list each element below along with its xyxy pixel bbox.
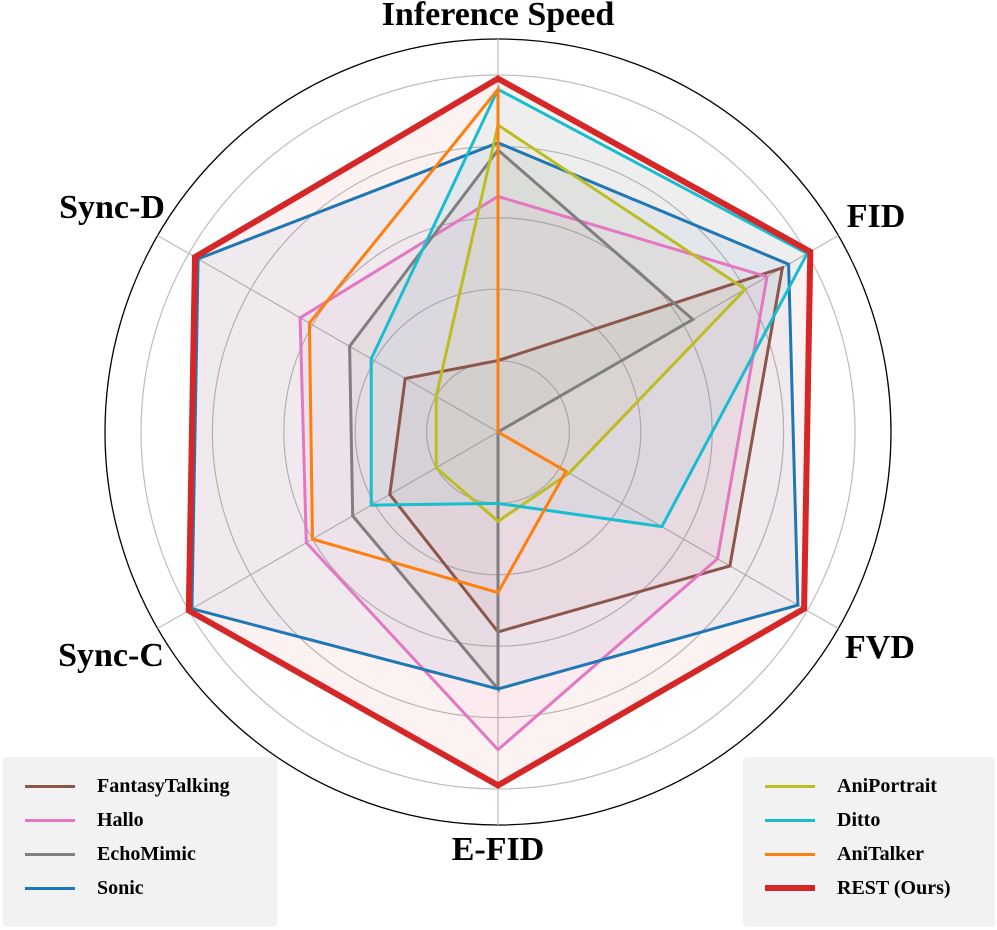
legend-swatch-echomimic	[25, 852, 75, 856]
series-line-hallo	[298, 194, 769, 752]
series-line-ditto	[369, 87, 810, 529]
series-line-sonic	[190, 141, 800, 691]
axis-label-fid: FID	[847, 198, 906, 235]
axis-label-inference-speed: Inference Speed	[382, 0, 615, 33]
legend-label-rest-ours: REST (Ours)	[837, 876, 951, 899]
series-fill-hallo	[300, 196, 767, 750]
series-line-aniportrait	[434, 122, 748, 524]
legend-label-echomimic: EchoMimic	[97, 842, 196, 865]
legend-item-rest-ours: REST (Ours)	[765, 871, 977, 905]
legend-label-aniportrait: AniPortrait	[837, 774, 937, 797]
axis-label-sync-c: Sync-C	[58, 637, 164, 674]
axis-label-fvd: FVD	[845, 629, 915, 666]
legend-swatch-rest-ours	[765, 885, 815, 891]
legend-item-sonic: Sonic	[25, 871, 259, 905]
legend-label-sonic: Sonic	[97, 876, 144, 899]
radar-series	[185, 75, 814, 789]
axis-label-sync-d: Sync-D	[59, 189, 165, 226]
legend-swatch-anitalker	[765, 852, 815, 856]
legend-label-hallo: Hallo	[97, 808, 144, 831]
series-fill-fantasytalking	[389, 267, 783, 632]
legend-label-fantasytalking: FantasyTalking	[97, 774, 230, 797]
legend-item-anitalker: AniTalker	[765, 837, 977, 871]
legend-item-hallo: Hallo	[25, 803, 259, 837]
legend-item-ditto: Ditto	[765, 803, 977, 837]
legend-swatch-hallo	[25, 818, 75, 822]
axis-spoke-sync-d	[157, 234, 499, 433]
legend-swatch-sonic	[25, 886, 75, 890]
series-line-anitalker	[307, 85, 569, 595]
axis-label-e-fid: E-FID	[452, 831, 545, 868]
legend-label-anitalker: AniTalker	[837, 842, 925, 865]
legend-swatch-ditto	[765, 818, 815, 822]
legend-left: FantasyTalking Hallo EchoMimic Sonic	[3, 757, 277, 927]
radar-axis-labels: Inference Speed FID FVD E-FID Sync-C Sync-D	[58, 0, 915, 868]
legend-item-echomimic: EchoMimic	[25, 837, 259, 871]
legend-label-ditto: Ditto	[837, 808, 881, 831]
axis-spoke-sync-c	[157, 431, 499, 630]
legend-swatch-fantasytalking	[25, 784, 75, 788]
series-line-rest-ours	[185, 75, 814, 789]
legend-right: AniPortrait Ditto AniTalker REST (Ours)	[743, 757, 995, 927]
legend-swatch-aniportrait	[765, 784, 815, 788]
legend-item-fantasytalking: FantasyTalking	[25, 769, 259, 803]
legend-item-aniportrait: AniPortrait	[765, 769, 977, 803]
